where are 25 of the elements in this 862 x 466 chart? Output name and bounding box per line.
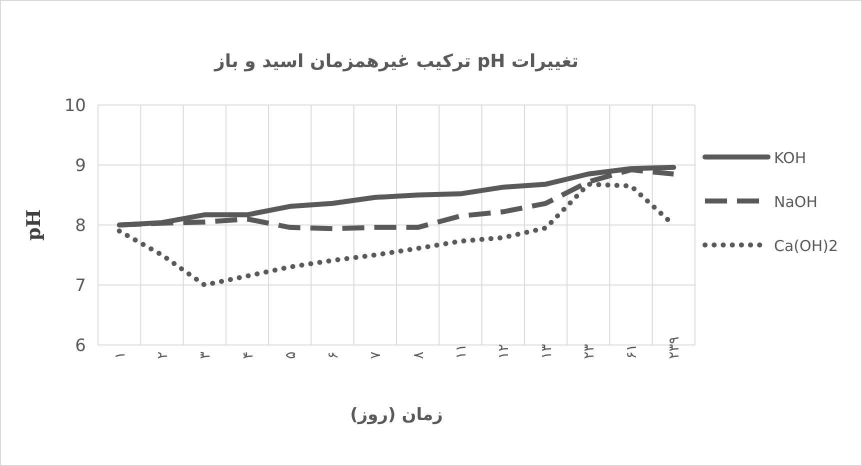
chart-title: تغییرات pH ترکیب غیرهمزمان اسید و باز — [214, 51, 578, 72]
legend-label: KOH — [774, 149, 806, 167]
x-axis-title: زمان (روز) — [350, 405, 443, 425]
x-tick-label: ۱۲ — [496, 344, 512, 359]
y-tick-label: 7 — [75, 276, 86, 296]
y-axis-title: pH — [23, 209, 45, 241]
y-tick-label: 9 — [75, 156, 86, 176]
x-tick-label: ۲۳۹ — [666, 336, 683, 359]
x-tick-label: ۲۳ — [581, 343, 598, 359]
x-tick-label: ۲ — [154, 351, 171, 359]
x-tick-label: ۴ — [240, 351, 256, 359]
x-tick-label: ۳ — [198, 351, 214, 359]
x-tick-label: ۱۳ — [538, 343, 555, 359]
x-tick-label: ۷ — [368, 351, 384, 359]
legend-label: NaOH — [774, 193, 818, 211]
legend-label: Ca(OH)2 — [774, 237, 838, 255]
y-tick-label: 10 — [64, 96, 86, 116]
x-tick-label: ۶ — [326, 351, 342, 359]
x-tick-label: ۱ — [112, 351, 128, 359]
x-tick-label: ۱۱ — [453, 344, 470, 359]
x-tick-label: ۶۱ — [624, 344, 640, 359]
x-tick-label: ۵ — [282, 351, 299, 359]
x-tick-label: ۸ — [410, 351, 427, 359]
y-tick-label: 8 — [75, 216, 86, 236]
y-tick-label: 6 — [75, 336, 86, 356]
